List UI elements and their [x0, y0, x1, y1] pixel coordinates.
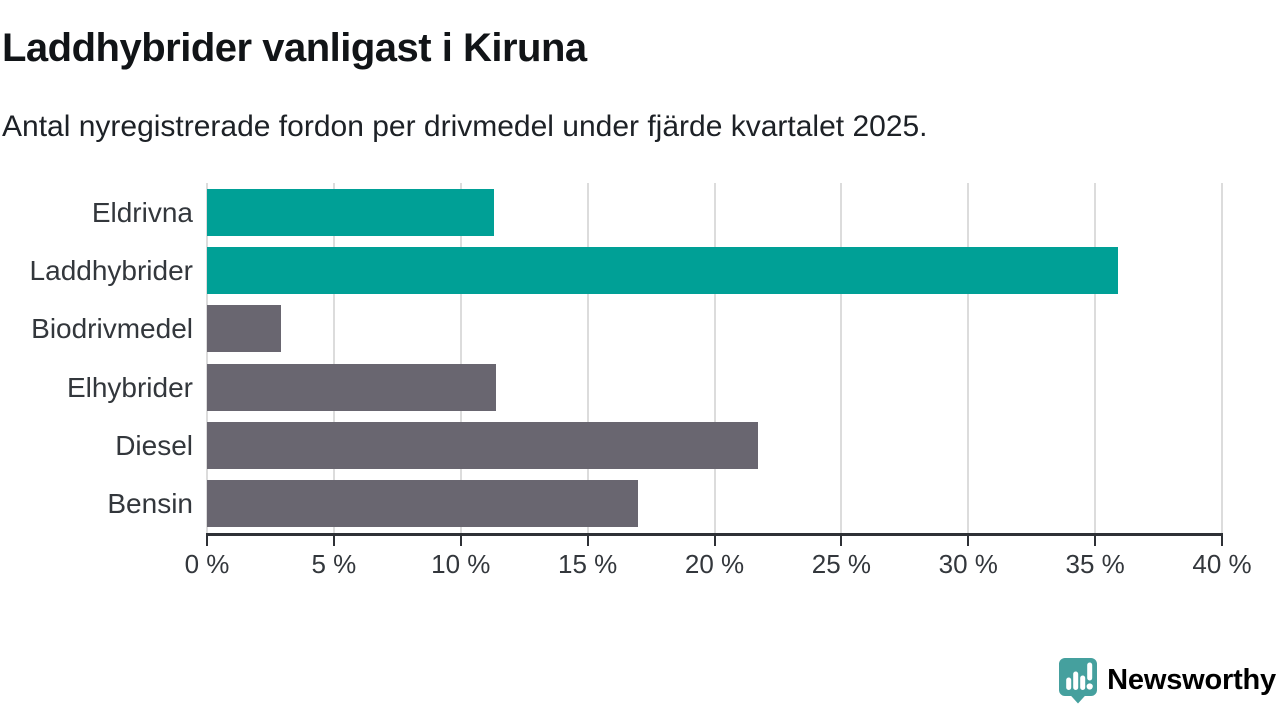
- category-label: Laddhybrider: [29, 255, 193, 286]
- bar-row: Bensin: [107, 480, 1222, 528]
- x-tick-label: 15 %: [557, 549, 618, 579]
- gridline: [332, 183, 335, 533]
- gridline: [206, 183, 208, 533]
- chart-title: Laddhybrider vanligast i Kiruna: [2, 26, 587, 70]
- gridline: [713, 183, 716, 533]
- x-axis-tick: [332, 533, 335, 546]
- x-tick-label: 5 %: [311, 549, 357, 579]
- x-axis-tick: [840, 533, 843, 546]
- category-label: Bensin: [107, 488, 193, 520]
- bar-row: Eldrivna: [92, 188, 1222, 236]
- x-tick-label: 0 %: [184, 549, 230, 579]
- bar: [207, 305, 281, 353]
- bar: [207, 188, 494, 236]
- category-label: Diesel: [115, 430, 193, 461]
- x-tick-label: 30 %: [938, 549, 998, 579]
- x-tick-label: 25 %: [811, 549, 871, 579]
- x-axis-tick: [713, 533, 716, 546]
- newsworthy-logo: Newsworthy: [1058, 656, 1276, 704]
- x-axis-tick: [1221, 533, 1223, 546]
- bar: [207, 422, 758, 469]
- bar-row: Laddhybrider: [30, 247, 1222, 294]
- gridline: [967, 183, 970, 533]
- category-label: Elhybrider: [66, 371, 193, 403]
- bar: [207, 480, 639, 528]
- x-tick-label: 40 %: [1192, 549, 1252, 579]
- x-axis-tick: [1094, 533, 1097, 546]
- category-label: Eldrivna: [91, 196, 193, 228]
- x-tick-label: 20 %: [684, 549, 745, 579]
- bar-row: Diesel: [115, 422, 1222, 469]
- gridline: [586, 183, 589, 533]
- x-tick-label: 10 %: [431, 549, 491, 579]
- bar: [207, 247, 1118, 294]
- category-label: Biodrivmedel: [31, 313, 193, 345]
- x-axis-tick: [206, 533, 208, 546]
- chart-subtitle: Antal nyregistrerade fordon per drivmede…: [2, 110, 928, 143]
- bar-row: Elhybrider: [67, 363, 1222, 411]
- gridline: [1094, 183, 1097, 533]
- x-tick-label: 35 %: [1065, 549, 1125, 579]
- gridline: [459, 183, 462, 533]
- newsworthy-logo-text: Newsworthy: [1107, 663, 1276, 696]
- gridline: [840, 183, 843, 533]
- gridline: [1221, 183, 1223, 533]
- x-axis-tick: [586, 533, 589, 546]
- bar: [207, 363, 497, 411]
- plot-area: Eldrivna Laddhybrider Biodrivmedel Elhybrid…: [30, 183, 1252, 579]
- bar-row: Biodrivmedel: [31, 305, 1222, 353]
- x-axis-tick: [967, 533, 970, 546]
- x-axis-tick: [459, 533, 462, 546]
- speech-bubble-bar-chart-icon: [1059, 657, 1098, 703]
